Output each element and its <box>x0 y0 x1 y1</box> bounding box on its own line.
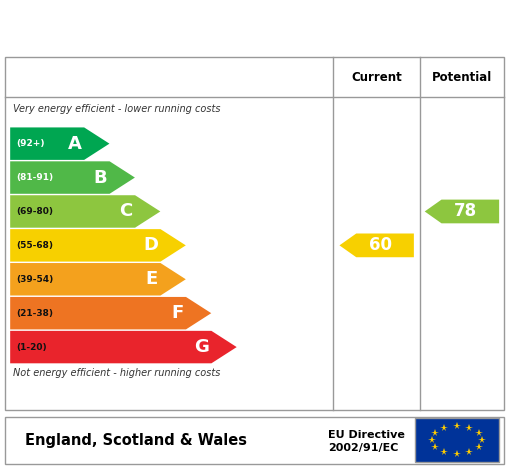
Text: Current: Current <box>351 71 402 84</box>
Text: Energy Efficiency Rating: Energy Efficiency Rating <box>110 17 399 37</box>
Text: B: B <box>94 169 107 186</box>
Text: England, Scotland & Wales: England, Scotland & Wales <box>25 432 247 448</box>
Text: 60: 60 <box>369 236 392 255</box>
Text: (39-54): (39-54) <box>16 275 53 284</box>
Text: E: E <box>146 270 158 288</box>
Text: EU Directive: EU Directive <box>328 430 405 440</box>
Text: Very energy efficient - lower running costs: Very energy efficient - lower running co… <box>13 104 220 114</box>
Polygon shape <box>10 229 186 262</box>
Text: A: A <box>68 134 81 153</box>
Polygon shape <box>10 263 186 296</box>
Text: D: D <box>143 236 158 255</box>
Text: F: F <box>171 304 183 322</box>
Text: C: C <box>119 203 132 220</box>
Bar <box>5 417 504 464</box>
Text: Not energy efficient - higher running costs: Not energy efficient - higher running co… <box>13 368 220 378</box>
Text: 2002/91/EC: 2002/91/EC <box>328 443 399 453</box>
Polygon shape <box>10 161 135 194</box>
Polygon shape <box>10 127 109 160</box>
Polygon shape <box>425 199 499 223</box>
Text: 78: 78 <box>454 203 477 220</box>
Text: (81-91): (81-91) <box>16 173 53 182</box>
Polygon shape <box>10 331 237 363</box>
Text: (55-68): (55-68) <box>16 241 53 250</box>
Text: (69-80): (69-80) <box>16 207 53 216</box>
Text: (92+): (92+) <box>16 139 45 148</box>
Bar <box>415 418 499 462</box>
Text: Potential: Potential <box>432 71 492 84</box>
Polygon shape <box>10 195 160 228</box>
Text: (1-20): (1-20) <box>16 343 47 352</box>
Polygon shape <box>340 234 414 257</box>
Text: G: G <box>194 338 209 356</box>
Text: (21-38): (21-38) <box>16 309 53 318</box>
Polygon shape <box>10 297 211 329</box>
